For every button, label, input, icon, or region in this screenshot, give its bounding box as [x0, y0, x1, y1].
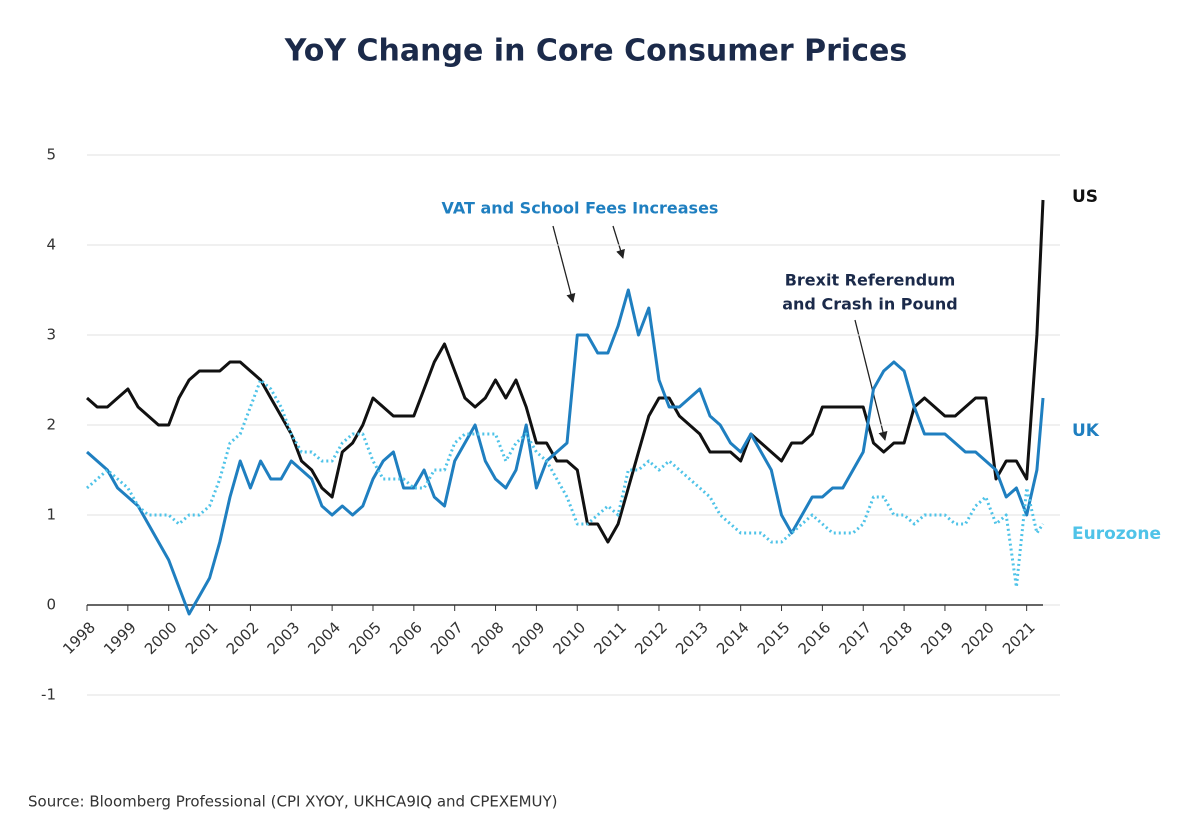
series-line [86, 378, 1045, 589]
x-tick-label: 1998 [59, 618, 99, 658]
y-tick-label: 4 [46, 236, 56, 254]
chart-title: YoY Change in Core Consumer Prices [284, 34, 907, 69]
source: Source: Bloomberg Professional (CPI XYOY… [28, 793, 558, 811]
x-tick-label: 2013 [672, 618, 712, 658]
series-line [86, 199, 1045, 544]
x-tick-label: 2017 [836, 618, 876, 658]
x-tick-label: 2006 [386, 618, 426, 658]
x-tick-label: 2021 [999, 618, 1039, 658]
y-tick-label: 2 [46, 416, 56, 434]
y-tick-label: -1 [41, 686, 56, 704]
x-tick-label: 2002 [223, 618, 263, 658]
x-tick-label: 2005 [345, 618, 385, 658]
x-tick-label: 2015 [754, 618, 794, 658]
x-tick-label: 2020 [958, 618, 998, 658]
x-tick-label: 2000 [141, 618, 181, 658]
y-tick-label: 5 [46, 146, 56, 164]
x-tick-label: 2018 [876, 618, 916, 658]
x-tick-label: 2001 [182, 618, 222, 658]
x-tick-label: 2014 [713, 618, 753, 658]
x-tick-label: 2008 [468, 618, 508, 658]
x-tick-label: 2004 [304, 618, 344, 658]
x-tick-label: 2003 [264, 618, 304, 658]
x-tick-label: 2009 [509, 618, 549, 658]
x-tick-label: 2012 [631, 618, 671, 658]
series-label: Eurozone [1072, 524, 1161, 544]
y-tick-label: 1 [46, 506, 56, 524]
x-tick-label: 2011 [590, 618, 630, 658]
x-tick-label: 2016 [795, 618, 835, 658]
series-label: UK [1072, 421, 1100, 441]
y-tick-label: 3 [46, 326, 56, 344]
series-label: US [1072, 187, 1098, 207]
x-tick-label: 2010 [550, 618, 590, 658]
y-tick-label: 0 [46, 596, 56, 614]
annotation: and Crash in Pound [782, 295, 958, 314]
arrow [552, 225, 576, 303]
x-tick-label: 1999 [100, 618, 140, 658]
x-tick-label: 2019 [917, 618, 957, 658]
annotation: Brexit Referendum [785, 271, 956, 290]
arrow [612, 225, 625, 259]
arrow [854, 319, 888, 441]
series-line [86, 288, 1045, 616]
x-tick-label: 2007 [427, 618, 467, 658]
annotation: VAT and School Fees Increases [442, 199, 719, 218]
